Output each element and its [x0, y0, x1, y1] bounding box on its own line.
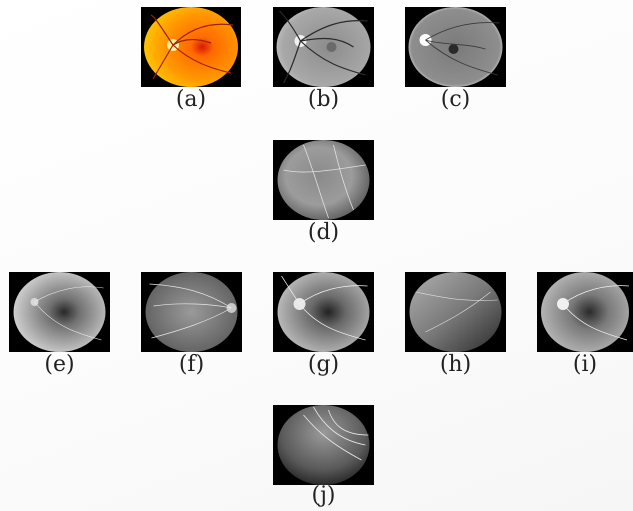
angiogram-icon: [409, 272, 502, 352]
panel-label-c: (c): [440, 87, 471, 112]
panel-label-e: (e): [44, 352, 75, 377]
panel-label-f: (f): [178, 352, 205, 377]
fundus-image-e: [9, 272, 110, 352]
fundus-image-f: [141, 272, 242, 352]
fundus-image-g: [273, 272, 374, 352]
green-channel-fundus-icon: [276, 7, 371, 87]
panel-label-a: (a): [175, 87, 207, 112]
enhanced-fundus-icon: [408, 7, 503, 87]
panel-label-b: (b): [307, 87, 340, 112]
angiogram-icon: [145, 272, 238, 352]
angiogram-icon: [277, 140, 370, 220]
fundus-image-j: [273, 405, 374, 485]
panel-label-i: (i): [572, 352, 598, 377]
panel-label-g: (g): [307, 352, 340, 377]
fundus-image-a: [141, 7, 241, 87]
angiogram-icon: [277, 272, 370, 352]
angiogram-icon: [541, 272, 630, 352]
fundus-image-c: [405, 7, 506, 87]
fundus-image-b: [273, 7, 374, 87]
panel-label-j: (j): [311, 483, 336, 508]
fundus-image-h: [405, 272, 506, 352]
angiogram-icon: [13, 272, 106, 352]
angiogram-icon: [277, 405, 370, 485]
fundus-image-i: [537, 272, 633, 352]
color-fundus-icon: [144, 7, 238, 87]
fundus-image-d: [273, 140, 374, 220]
panel-label-d: (d): [307, 220, 340, 245]
panel-label-h: (h): [439, 352, 472, 377]
